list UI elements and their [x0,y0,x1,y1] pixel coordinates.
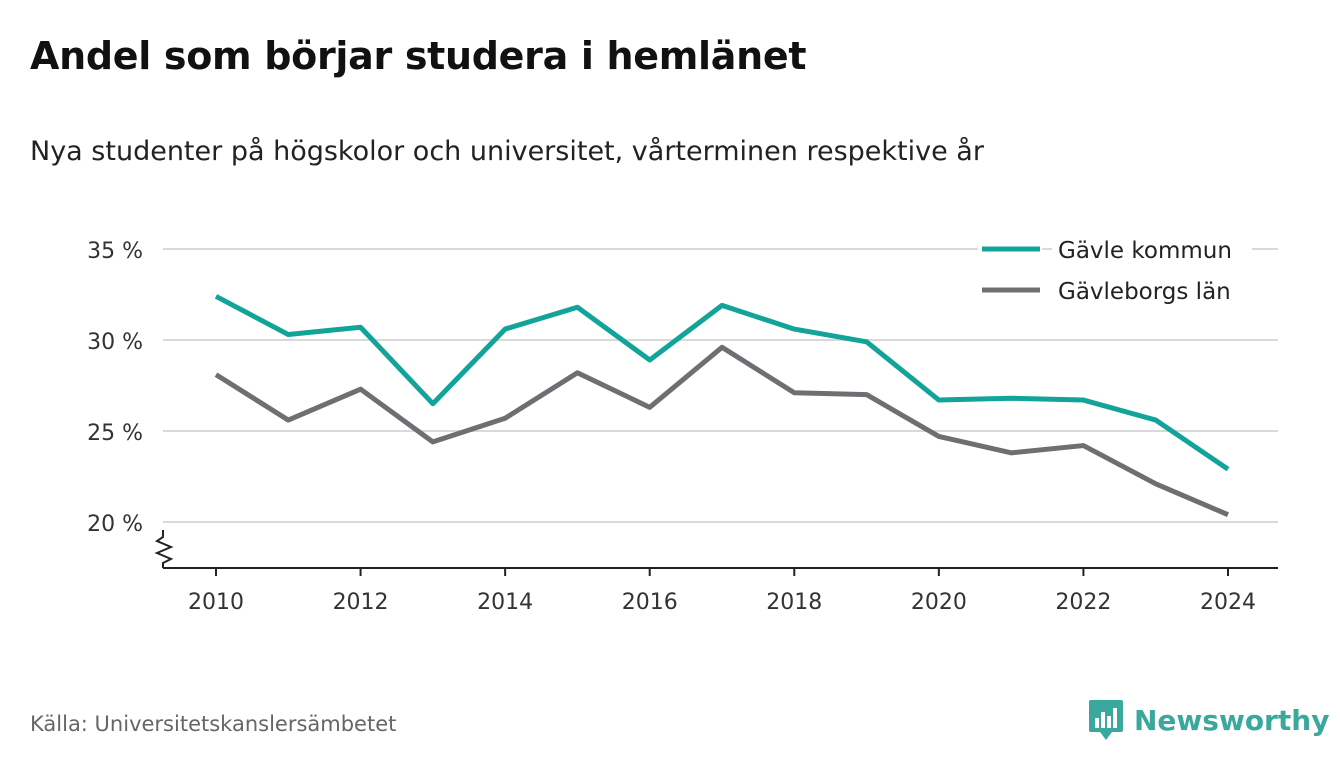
legend: Gävle kommun Gävleborgs län [978,233,1252,306]
chart-title: Andel som börjar studera i hemlänet [30,34,807,78]
x-tick-label: 2014 [477,590,533,615]
axes: 20 % 25 % 30 % 35 % 2010 2012 2014 2016 2018 2020… [87,239,1278,615]
x-tick-label: 2022 [1055,590,1111,615]
brand-logo: Newsworthy [1088,698,1329,742]
x-tick-label: 2016 [622,590,678,615]
chart-subtitle: Nya studenter på högskolor och universit… [30,136,984,167]
x-tick-label: 2020 [911,590,967,615]
series-lines [214,294,1230,518]
legend-label: Gävle kommun [1058,238,1232,264]
x-tick-label: 2010 [188,590,244,615]
series-line-gavle-kommun [214,294,1230,472]
x-tick-label: 2012 [333,590,389,615]
newsworthy-chart-bubble-icon [1089,700,1123,740]
legend-label-bg [1052,274,1252,306]
legend-label-bg [1052,233,1252,265]
brand-name: Newsworthy [1134,703,1330,737]
x-tick-label: 2024 [1200,590,1256,615]
x-tick-label: 2018 [766,590,822,615]
y-tick-label: 20 % [87,512,143,537]
y-tick-label: 35 % [87,239,143,264]
y-tick-label: 30 % [87,330,143,355]
y-tick-label: 25 % [87,421,143,446]
source-note: Källa: Universitetskanslersämbetet [30,712,397,736]
legend-label: Gävleborgs län [1058,279,1231,305]
axis-break-icon [154,530,174,568]
series-line-gavleborgs-lan [214,344,1229,518]
